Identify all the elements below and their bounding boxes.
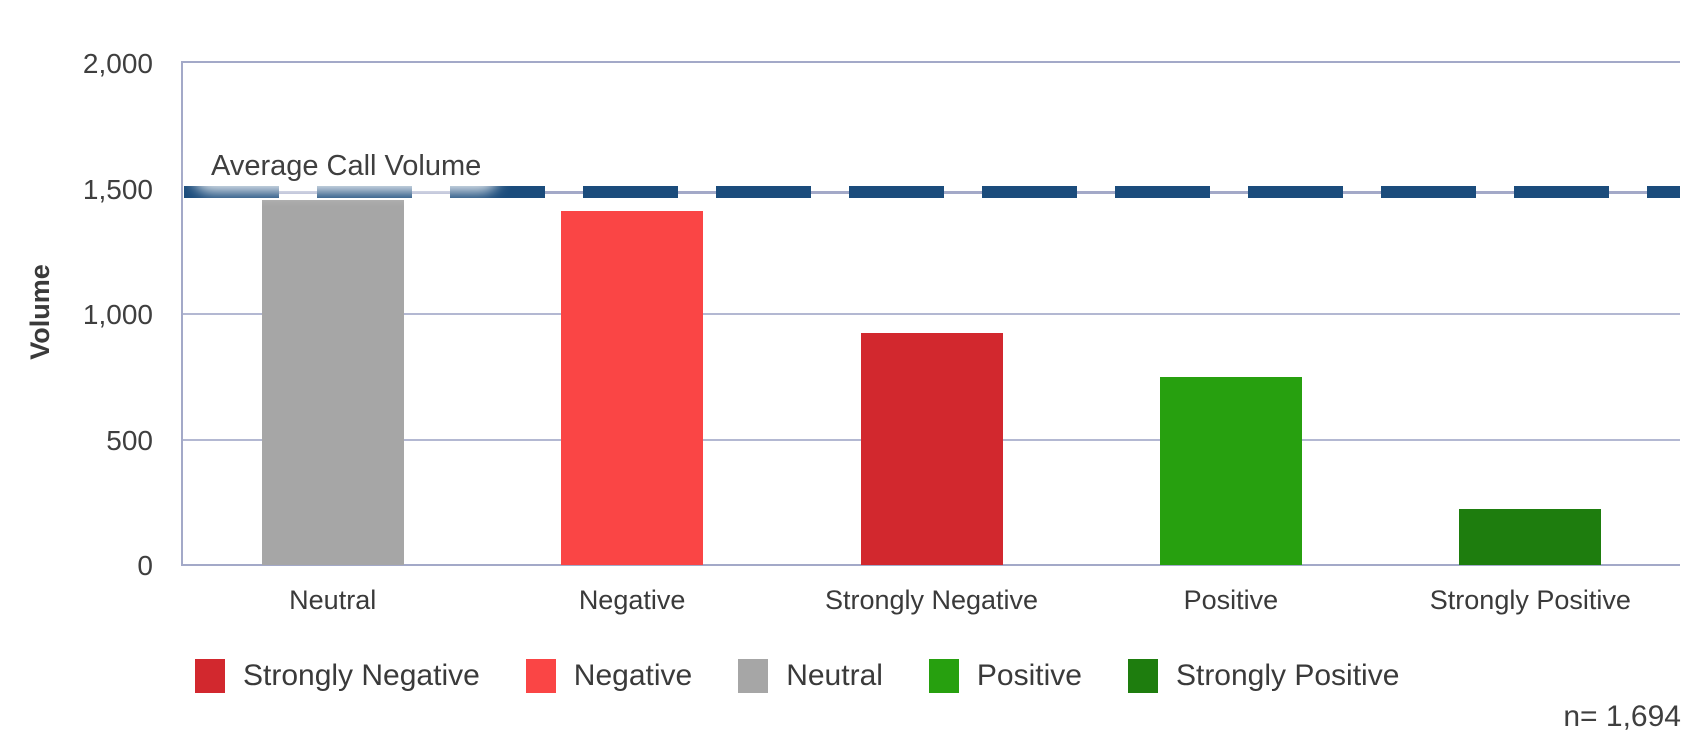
legend: Strongly Negative Negative Neutral Positive…: [195, 658, 1399, 694]
sample-size-label: n= 1,694: [1563, 700, 1681, 733]
legend-swatch-negative: [525, 659, 556, 693]
bar-slot-strongly-negative: [782, 63, 1081, 565]
legend-label: Neutral: [786, 659, 883, 692]
y-tick-label-2000: 2,000: [82, 48, 153, 79]
x-tick-label-strongly-negative: Strongly Negative: [824, 585, 1039, 615]
bar-slot-strongly-positive: [1381, 63, 1680, 565]
bar-slot-neutral: [183, 63, 482, 565]
legend-item-strongly-positive[interactable]: Strongly Positive: [1127, 658, 1400, 694]
legend-swatch-strongly-negative: [195, 659, 225, 693]
legend-swatch-neutral: [738, 659, 769, 693]
legend-swatch-strongly-positive: [1127, 659, 1158, 693]
x-tick-label-positive: Positive: [1183, 585, 1279, 615]
bar-neutral[interactable]: [261, 200, 404, 565]
x-tick-label-neutral: Neutral: [289, 585, 377, 615]
bars-row: [183, 63, 1680, 565]
legend-label: Negative: [573, 659, 693, 692]
plot-area: [183, 63, 1680, 565]
y-tick-label-500: 500: [106, 424, 153, 456]
legend-swatch-positive: [928, 659, 959, 693]
legend-label: Strongly Negative: [243, 659, 480, 692]
legend-label: Strongly Positive: [1175, 659, 1400, 692]
legend-item-strongly-negative[interactable]: Strongly Negative: [195, 658, 480, 694]
bar-strongly-negative[interactable]: [860, 333, 1003, 565]
bar-slot-negative: [482, 63, 781, 565]
bar-slot-positive: [1081, 63, 1380, 565]
axis-top-line: [183, 61, 1680, 63]
bar-negative[interactable]: [561, 211, 704, 565]
legend-item-positive[interactable]: Positive: [928, 658, 1082, 694]
bar-positive[interactable]: [1159, 377, 1302, 565]
legend-label: Positive: [976, 659, 1082, 692]
legend-item-negative[interactable]: Negative: [525, 658, 693, 694]
x-tick-label-strongly-positive: Strongly Positive: [1429, 585, 1631, 615]
legend-item-neutral[interactable]: Neutral: [738, 658, 883, 694]
average-line: [184, 185, 1680, 198]
gridline-1000: [183, 313, 1680, 315]
x-tick-label-negative: Negative: [578, 585, 686, 615]
bar-strongly-positive[interactable]: [1459, 509, 1602, 565]
average-line-label: Average Call Volume: [203, 150, 490, 182]
x-axis-line: [181, 564, 1680, 566]
y-tick-label-1500: 1,500: [82, 173, 153, 205]
x-axis-labels: Neutral Negative Strongly Negative Positive…: [183, 585, 1680, 615]
y-tick-label-1000: 1,000: [82, 299, 153, 330]
y-axis-line: [181, 61, 183, 566]
y-tick-label-0: 0: [137, 550, 153, 581]
